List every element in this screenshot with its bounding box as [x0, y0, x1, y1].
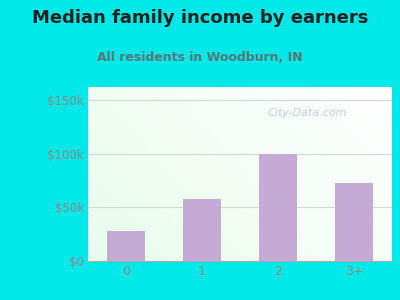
Bar: [259, 154, 297, 261]
Bar: [183, 199, 221, 261]
Text: Median family income by earners: Median family income by earners: [32, 9, 368, 27]
Bar: [335, 183, 373, 261]
Text: City-Data.com: City-Data.com: [267, 108, 347, 118]
Text: All residents in Woodburn, IN: All residents in Woodburn, IN: [97, 51, 303, 64]
Bar: [107, 231, 145, 261]
